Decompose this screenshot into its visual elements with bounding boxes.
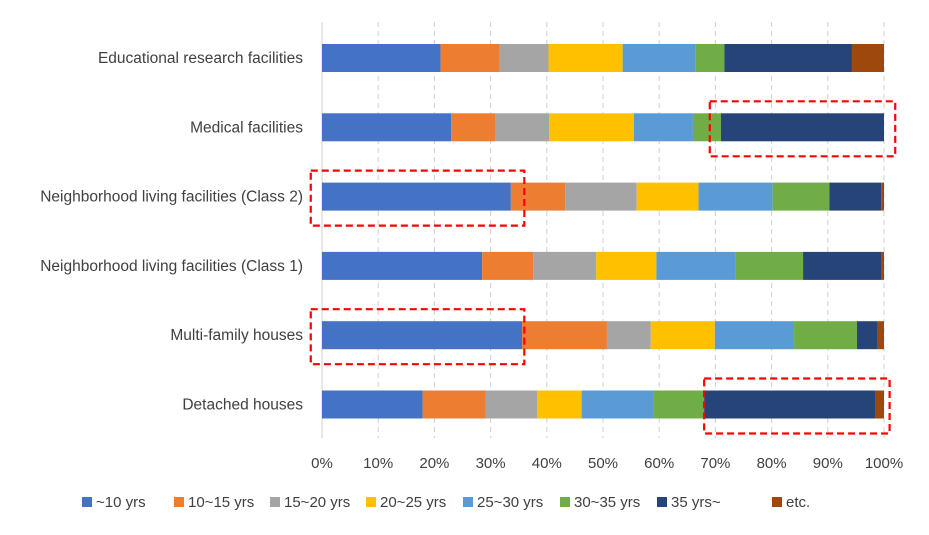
bar-segment (537, 390, 582, 419)
bar-segment (322, 390, 423, 419)
x-tick-label: 90% (813, 455, 843, 472)
legend-swatch (82, 497, 92, 507)
bar-segment (881, 251, 884, 280)
bar-segment (881, 182, 884, 211)
bar-segment (735, 251, 804, 280)
legend-label: 25~30 yrs (477, 494, 543, 511)
category-label: Detached houses (182, 397, 303, 414)
highlight-box (309, 169, 526, 227)
legend-swatch (174, 497, 184, 507)
legend-label: 20~25 yrs (380, 494, 446, 511)
bar-segment (522, 321, 607, 350)
bar-segment (482, 251, 534, 280)
bar-segment (606, 321, 651, 350)
bar-segment (440, 44, 500, 72)
x-axis-ticks: 0% 10% 20% 30% 40% 50% 60% 70% 80% 90% 100% (311, 455, 903, 472)
bar-segment (322, 113, 452, 142)
legend-label: 10~15 yrs (188, 494, 254, 511)
x-tick-label: 10% (363, 455, 393, 472)
category-label: Educational research facilities (98, 50, 303, 67)
legend-swatch (657, 497, 667, 507)
legend-label: 30~35 yrs (574, 494, 640, 511)
bar-segment (322, 44, 441, 72)
legend-label: ~10 yrs (96, 494, 146, 511)
gridlines (321, 22, 885, 438)
bar-segment (714, 321, 795, 350)
legend-swatch (366, 497, 376, 507)
x-tick-label: 60% (644, 455, 674, 472)
category-labels: Educational research facilities Medical f… (40, 50, 303, 414)
bar-segment (772, 182, 830, 211)
bar-segment (633, 113, 693, 142)
x-tick-label: 80% (757, 455, 787, 472)
highlight-boxes (309, 100, 897, 435)
bar-segment (549, 113, 634, 142)
legend-swatch (270, 497, 280, 507)
legend-swatch (772, 497, 782, 507)
bar-segment (565, 182, 637, 211)
bar-segment (596, 251, 657, 280)
bar-segment (794, 321, 858, 350)
bar-segment (495, 113, 550, 142)
bar-segment (636, 182, 699, 211)
bar-segment (499, 44, 549, 72)
bar-segment (322, 321, 523, 350)
bar-segment (322, 251, 483, 280)
category-label: Multi-family houses (170, 327, 303, 344)
x-tick-label: 100% (865, 455, 903, 472)
bar-segment (721, 113, 884, 142)
bar-segment (451, 113, 496, 142)
legend-label: 15~20 yrs (284, 494, 350, 511)
bar-segment (622, 44, 696, 72)
bar-segment (857, 321, 878, 350)
x-tick-label: 70% (700, 455, 730, 472)
bar-segment (510, 182, 566, 211)
x-tick-label: 50% (588, 455, 618, 472)
bar-segment (829, 182, 882, 211)
bar-segment (698, 182, 773, 211)
legend-label: 35 yrs~ (671, 494, 721, 511)
bar-segment (422, 390, 486, 419)
highlight-box (309, 308, 526, 366)
bar-segment (650, 321, 715, 350)
bar-segment (724, 44, 852, 72)
bar-segment (533, 251, 597, 280)
bar-segment (548, 44, 623, 72)
bar-segment (877, 321, 884, 350)
x-tick-label: 40% (532, 455, 562, 472)
bar-segment (322, 182, 511, 211)
bar-segment (656, 251, 736, 280)
bar-segment (581, 390, 654, 419)
legend-swatch (463, 497, 473, 507)
legend: ~10 yrs 10~15 yrs 15~20 yrs 20~25 yrs 25~30 … (82, 494, 810, 511)
highlight-box (703, 377, 891, 435)
bar-segment (485, 390, 538, 419)
bars (322, 44, 884, 419)
bar-segment (692, 113, 722, 142)
legend-label: etc. (786, 494, 810, 511)
x-tick-label: 30% (476, 455, 506, 472)
highlight-box (708, 100, 897, 158)
x-tick-label: 20% (419, 455, 449, 472)
bar-segment (851, 44, 884, 72)
bar-segment (695, 44, 725, 72)
category-label: Neighborhood living facilities (Class 2) (40, 189, 303, 206)
category-label: Medical facilities (190, 119, 303, 136)
legend-swatch (560, 497, 570, 507)
bar-segment (704, 390, 876, 419)
bar-segment (803, 251, 882, 280)
bar-segment (875, 390, 884, 419)
bar-segment (653, 390, 705, 419)
x-tick-label: 0% (311, 455, 333, 472)
category-label: Neighborhood living facilities (Class 1) (40, 258, 303, 275)
